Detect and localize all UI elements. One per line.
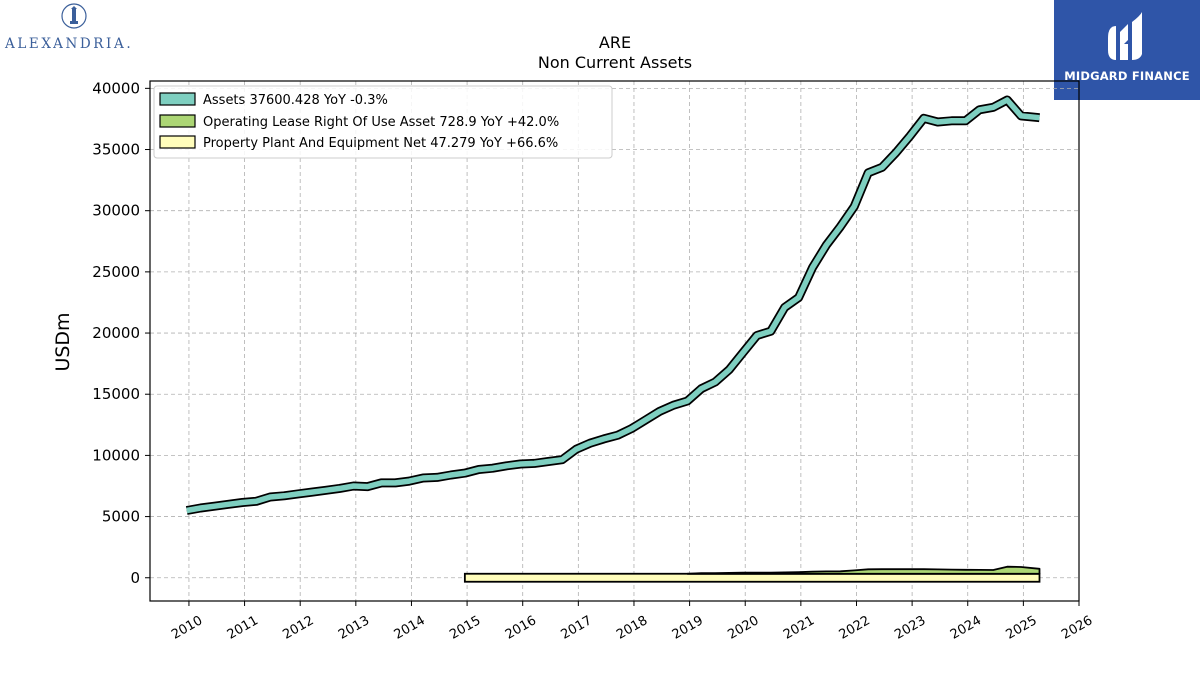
y-tick-label: 30000 — [92, 202, 140, 220]
y-tick-label: 0 — [130, 569, 140, 587]
midgard-finance-logo: MIDGARD FINANCE — [1054, 0, 1200, 100]
grid — [150, 81, 1080, 601]
series-line-assets — [186, 97, 1040, 514]
x-tick-label: 2011 — [225, 613, 261, 643]
x-tick-label: 2024 — [948, 613, 984, 643]
legend-label-assets: Assets 37600.428 YoY -0.3% — [203, 93, 388, 108]
lighthouse-emblem-icon — [61, 3, 87, 29]
x-tick-label: 2017 — [559, 613, 595, 643]
x-tick-label: 2014 — [392, 613, 428, 643]
x-tick-label: 2015 — [447, 613, 483, 643]
y-tick-label: 15000 — [92, 385, 140, 403]
chart-subtitle: Non Current Assets — [538, 53, 692, 72]
x-tick-label: 2019 — [670, 613, 706, 643]
legend-swatch-ppe — [159, 135, 196, 149]
legend-label-ppe: Property Plant And Equipment Net 47.279 … — [203, 136, 558, 151]
y-tick-label: 20000 — [92, 324, 140, 342]
x-tick-label: 2023 — [892, 613, 928, 643]
x-tick-label: 2018 — [614, 613, 650, 643]
legend-label-operating-lease: Operating Lease Right Of Use Asset 728.9… — [203, 115, 559, 130]
y-axis-label: USDm — [52, 312, 74, 371]
series-area — [185, 95, 1041, 583]
midgard-mark-icon — [1108, 12, 1142, 60]
legend-swatch-assets — [159, 92, 196, 106]
legend: Assets 37600.428 YoY -0.3% Operating Lea… — [153, 85, 613, 159]
y-axis: 0 5000 10000 15000 20000 25000 30000 35000 40000 — [92, 79, 150, 587]
midgard-brand-name: MIDGARD FINANCE — [1064, 69, 1190, 83]
x-tick-label: 2013 — [336, 613, 372, 643]
y-tick-label: 5000 — [102, 508, 140, 526]
chart-title: ARE — [599, 33, 631, 52]
x-tick-label: 2025 — [1004, 613, 1040, 643]
y-tick-label: 25000 — [92, 263, 140, 281]
plot-frame — [149, 80, 1080, 602]
x-tick-label: 2016 — [503, 613, 539, 643]
x-tick-label: 2012 — [280, 613, 316, 643]
legend-swatch-operating-lease — [159, 114, 196, 128]
y-tick-label: 40000 — [92, 79, 140, 97]
series-outline-assets — [185, 95, 1040, 515]
alexandria-wordmark: ALEXANDRIA. — [5, 36, 134, 52]
x-tick-label: 2020 — [725, 613, 761, 643]
x-tick-label: 2021 — [781, 613, 817, 643]
x-tick-label: 2010 — [169, 613, 205, 643]
series-band-property-plant-and-equipment-net — [463, 572, 1041, 583]
x-axis: 2010 2011 2012 2013 2014 2015 2016 2017 2018 2019… — [169, 601, 1095, 643]
y-tick-label: 10000 — [92, 446, 140, 464]
series-area-operating-lease-right-of-use-asset — [686, 565, 1041, 575]
y-tick-label: 35000 — [92, 141, 140, 159]
legend-box — [153, 85, 613, 159]
alexandria-logo: ALEXANDRIA. — [0, 0, 150, 60]
x-tick-label: 2026 — [1059, 613, 1095, 643]
x-tick-label: 2022 — [837, 613, 873, 643]
